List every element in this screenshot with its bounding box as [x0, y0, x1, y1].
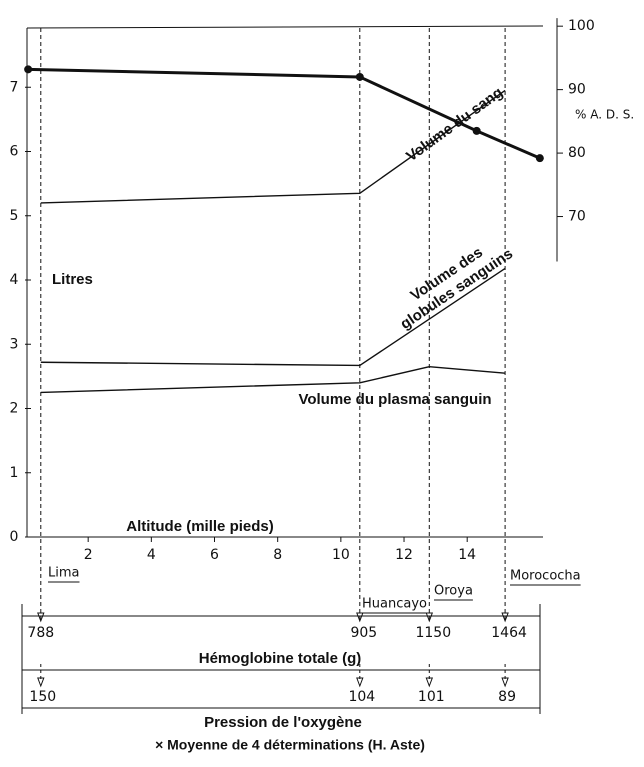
- oxygen-value: 89: [498, 689, 516, 705]
- y-axis-label: Litres: [52, 271, 93, 288]
- y2-tick-label: 100: [568, 18, 595, 34]
- x-tick-label: 2: [84, 547, 93, 563]
- station-label: Morococha: [510, 569, 581, 584]
- station-label: Huancayo: [362, 597, 427, 612]
- series-point: [24, 65, 33, 74]
- series-point: [535, 154, 544, 163]
- y-tick-label: 5: [10, 208, 19, 224]
- y-tick-label: 6: [10, 144, 19, 160]
- oxygen-value: 150: [29, 689, 56, 705]
- y-tick-label: 1: [10, 465, 19, 481]
- station-arrow: [501, 677, 509, 688]
- hemoglobin-value: 1464: [491, 625, 527, 641]
- x-tick-label: 10: [332, 547, 350, 563]
- y-tick-label: 7: [10, 79, 19, 95]
- y-tick-label: 2: [10, 401, 19, 417]
- series-line: [40, 267, 506, 367]
- y2-tick-label: 70: [568, 209, 586, 225]
- oxygen-value: 104: [348, 689, 375, 705]
- y2-tick-label: 90: [568, 82, 586, 98]
- y-tick-label: 3: [10, 336, 19, 352]
- top-border: [26, 25, 544, 29]
- x-tick-label: 4: [147, 547, 156, 563]
- hemoglobin-value: 788: [27, 625, 54, 641]
- note: × Moyenne de 4 déterminations (H. Aste): [155, 737, 425, 753]
- x-tick-label: 6: [210, 547, 219, 563]
- station-arrow: [356, 677, 364, 688]
- station-arrow: [425, 612, 434, 623]
- hemoglobin-value: 1150: [415, 625, 451, 641]
- station-label: Lima: [48, 566, 79, 581]
- x-tick-label: 8: [273, 547, 282, 563]
- hemoglobin-value: 905: [350, 625, 377, 641]
- series-point: [472, 126, 481, 135]
- series-line: [28, 67, 541, 160]
- station-arrow: [501, 612, 509, 623]
- y2-axis-label: % A. D. S.: [575, 108, 634, 122]
- oxygen-value: 101: [418, 689, 445, 705]
- series-line: [40, 366, 506, 394]
- series-line: [40, 89, 506, 204]
- y2-tick-label: 80: [568, 145, 586, 161]
- x-tick-label: 14: [458, 547, 476, 563]
- station-arrow: [425, 677, 434, 688]
- series-label: Volume du plasma sanguin: [298, 391, 491, 408]
- oxygen-label: Pression de l'oxygène: [204, 714, 362, 731]
- station-label: Oroya: [434, 584, 473, 599]
- station-arrow: [37, 612, 45, 623]
- series-point: [355, 72, 364, 81]
- y-tick-label: 0: [10, 529, 19, 545]
- hemoglobin-label: Hémoglobine totale (g): [199, 650, 362, 667]
- series-label: Volume desglobules sanguins: [387, 230, 516, 333]
- station-arrow: [356, 612, 364, 623]
- station-arrow: [37, 677, 45, 688]
- x-axis-label: Altitude (mille pieds): [126, 518, 274, 535]
- series-label: Volume du sang: [403, 84, 506, 165]
- y-tick-label: 4: [10, 272, 19, 288]
- x-tick-label: 12: [395, 547, 413, 563]
